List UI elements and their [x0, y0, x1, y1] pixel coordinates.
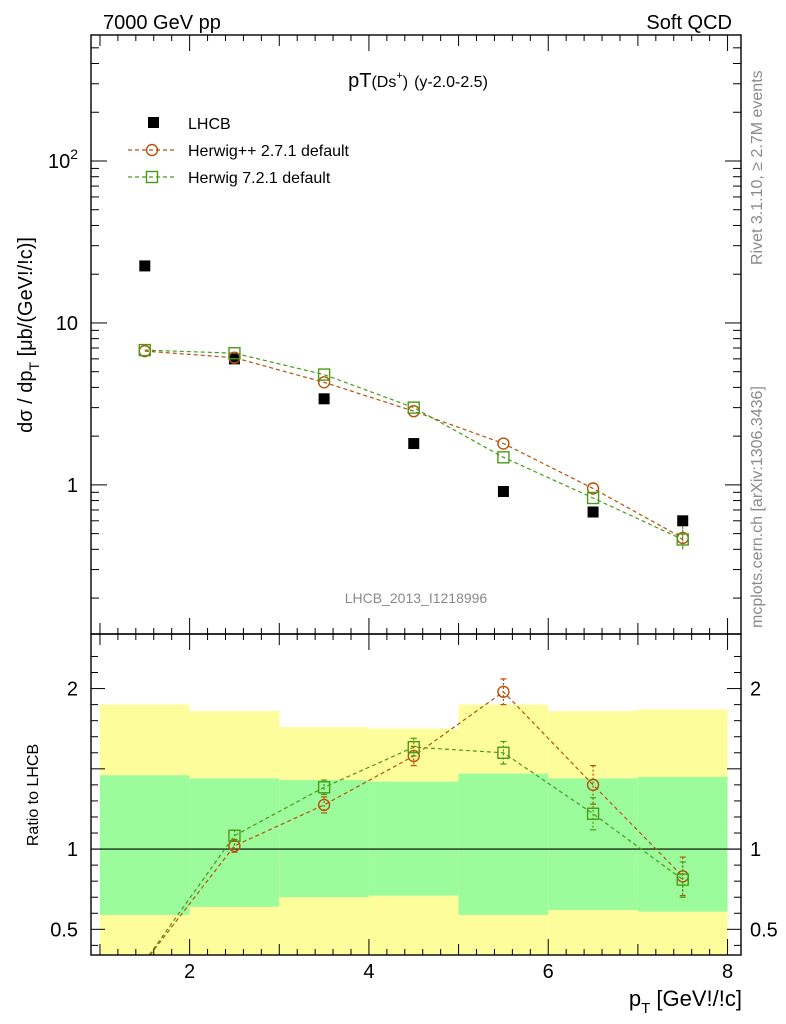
data-point-lhcb: [139, 260, 151, 272]
ratio-point-herwigpp: [497, 685, 510, 698]
ratio-point-herwig7: [317, 781, 331, 794]
ratio-point-herwig7: [497, 746, 510, 759]
main-series: [138, 260, 689, 552]
data-point-lhcb: [318, 393, 330, 405]
axes: 2 4 6 8 102 10 1 2 2 1 1 0.5 0.5: [48, 34, 778, 983]
main-point-herwig7: [676, 533, 689, 546]
band-inner-bin: [189, 778, 280, 907]
x-tick-label: 8: [722, 961, 733, 983]
main-point-herwig7: [586, 491, 600, 505]
x-axis-label: pT [GeV!/!c]: [629, 986, 742, 1017]
ratio-frame: [90, 633, 742, 956]
band-inner-bin: [458, 773, 549, 915]
ratio-tick-label-right: 1: [750, 839, 761, 861]
ratio-point-herwigpp: [317, 798, 331, 812]
data-point-lhcb: [408, 438, 420, 450]
x-tick-label: 6: [543, 961, 554, 983]
data-point-lhcb: [677, 515, 689, 527]
main-point-herwigpp: [317, 376, 331, 389]
data-point-lhcb: [587, 506, 599, 518]
legend-marker-herwigpp: [145, 143, 159, 157]
ratio-point-herwigpp: [228, 839, 241, 853]
ratio-point-herwig7: [228, 829, 241, 842]
main-point-herwigpp: [586, 482, 600, 495]
main-point-herwig7: [407, 401, 420, 414]
ratio-tick-label-right: 0.5: [750, 919, 778, 941]
band-inner-bin: [548, 778, 638, 911]
band-inner-bin: [99, 775, 190, 915]
ratio-tick-label-left: 2: [67, 679, 78, 701]
analysis-watermark: LHCB_2013_I1218996: [345, 590, 488, 606]
x-tick-label: 4: [363, 961, 374, 983]
main-point-herwig7: [228, 347, 241, 360]
legend-label-lhcb: LHCB: [188, 116, 231, 133]
ratio-tick-label-right: 2: [750, 679, 761, 701]
ratio-tick-label-left: 0.5: [50, 919, 78, 941]
band-inner-bin: [368, 781, 459, 896]
main-point-herwigpp: [497, 437, 510, 450]
y-tick-label: 102: [48, 146, 78, 173]
y-axis-label: dσ / dpT [μb/(GeV!/!c)]: [15, 237, 42, 433]
main-point-herwigpp: [407, 405, 420, 418]
chart-title: pT(Ds+) (y-2.0-2.5): [348, 70, 488, 92]
rivet-version-label: Rivet 3.1.10, ≥ 2.7M events: [749, 70, 766, 265]
legend-label-herwigpp: Herwig++ 2.7.1 default: [188, 143, 350, 160]
main-point-herwig7: [317, 368, 331, 381]
main-line-1: [144, 349, 683, 541]
main-line-0: [144, 350, 683, 539]
main-point-herwig7: [138, 343, 151, 357]
mcplots-label: mcplots.cern.ch [arXiv:1306.3436]: [749, 386, 766, 628]
data-point-lhcb: [497, 486, 509, 498]
legend: LHCB Herwig++ 2.7.1 default Herwig 7.2.1…: [128, 116, 350, 187]
header-energy: 7000 GeV pp: [103, 12, 221, 34]
y-tick-label: 1: [67, 475, 78, 497]
legend-label-herwig7: Herwig 7.2.1 default: [188, 170, 331, 187]
legend-marker-herwig7: [145, 170, 159, 184]
ratio-uncertainty-bands: [91, 704, 741, 955]
main-point-herwig7: [497, 451, 510, 464]
ratio-series: [148, 678, 689, 956]
ratio-tick-label-left: 1: [67, 839, 78, 861]
y-tick-label: 10: [56, 313, 78, 335]
ratio-axis-label: Ratio to LHCB: [25, 744, 42, 846]
ratio-point-herwig7: [676, 873, 689, 886]
legend-marker-lhcb: [148, 117, 159, 128]
ratio-point-herwig7: [407, 740, 420, 754]
ratio-point-herwigpp: [586, 778, 600, 792]
header-category: Soft QCD: [646, 12, 732, 34]
ratio-point-herwig7: [586, 807, 600, 820]
x-tick-label: 2: [184, 961, 195, 983]
